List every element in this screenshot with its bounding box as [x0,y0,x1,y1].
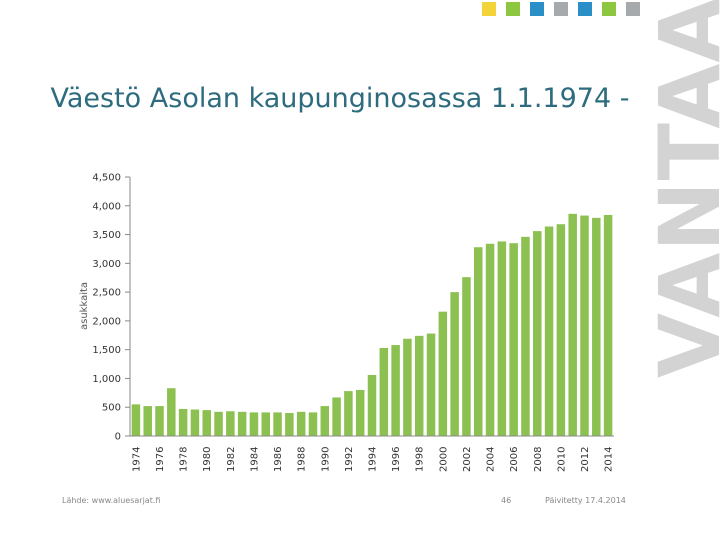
x-tick-label: 2004 [486,447,497,472]
bar [533,231,542,436]
page-number: 46 [501,496,512,505]
bar [131,404,141,436]
bar [379,347,389,436]
bar [296,411,306,436]
bar [603,214,613,436]
x-tick-label: 1980 [202,447,213,472]
y-tick-label: 2,500 [92,288,121,299]
page-title: Väestö Asolan kaupunginosassa 1.1.1974 - [50,83,630,114]
bar [308,412,318,436]
x-axis: 1974 1976 1978 1980 1982 1984 1986 1988 1990 1992… [130,435,615,472]
bar [332,397,341,436]
bar [273,412,282,436]
x-tick-label: 1996 [391,447,402,472]
bar [190,409,200,436]
y-tick-label: 0 [115,432,121,443]
bar [544,226,554,436]
y-tick-label: 4,000 [92,201,121,212]
vantaa-logo: VANTAA [641,0,720,378]
accent-square [506,2,520,16]
x-tick-label: 2002 [462,447,473,472]
y-axis: 0 500 1,000 1,500 2,000 2,500 3,000 3,500 4,000 4… [92,173,131,443]
bar [155,406,164,436]
source-text: Lähde: www.aluesarjat.fi [62,496,161,505]
bar [143,406,152,436]
x-tick-label: 2014 [604,447,615,472]
x-tick-label: 1984 [249,447,260,472]
bar [403,338,412,436]
x-tick-label: 1990 [320,447,331,472]
bar [226,411,235,436]
bar [580,215,589,436]
bar [485,243,495,436]
accent-squares [482,2,720,16]
bar [261,412,271,436]
accent-square [578,2,592,16]
y-tick-label: 1,500 [92,345,121,356]
x-tick-label: 1998 [415,447,426,472]
bar [367,374,377,436]
population-chart: 0 500 1,000 1,500 2,000 2,500 3,000 3,500 4,000 4… [79,173,615,473]
bar [556,224,566,436]
accent-square [602,2,616,16]
y-tick-label: 1,000 [92,374,121,385]
bar [438,311,448,436]
x-tick-label: 1994 [368,447,379,472]
bar [592,217,601,436]
y-tick-label: 2,000 [92,316,121,327]
accent-square [626,2,640,16]
x-tick-label: 1982 [226,447,237,472]
updated-date: Päivitetty 17.4.2014 [545,496,626,505]
x-tick-label: 2012 [580,447,591,472]
y-tick-label: 3,000 [92,259,121,270]
x-tick-label: 1978 [179,447,190,472]
vantaa-logo-text: VANTAA [641,0,720,378]
x-tick-label: 1974 [131,447,142,472]
x-tick-label: 2008 [533,447,544,472]
bar [462,277,471,436]
bar [344,391,353,436]
x-tick-label: 1986 [273,447,284,472]
x-tick-label: 1988 [297,447,308,472]
bar [521,236,530,436]
x-tick-label: 2006 [509,447,520,472]
accent-square [482,2,496,16]
bar [568,213,577,436]
y-tick-label: 500 [102,403,121,414]
x-tick-label: 1992 [344,447,355,472]
bar [202,410,211,436]
bar [509,243,518,436]
bar [320,406,330,436]
bar [167,388,176,436]
bar [414,335,424,436]
bar [450,292,459,436]
y-tick-label: 4,500 [92,173,121,184]
bar [391,345,400,436]
bar [473,247,483,436]
x-tick-label: 2010 [556,447,567,472]
accent-square [554,2,568,16]
x-tick-label: 2000 [438,447,449,472]
x-tick-label: 1976 [155,447,166,472]
bar [237,411,247,436]
y-axis-label: asukkaita [79,282,90,330]
bar [214,411,223,436]
accent-square [530,2,544,16]
bar [249,412,259,436]
bar [426,333,436,436]
y-tick-label: 3,500 [92,230,121,241]
bar [178,408,188,436]
bar [355,389,365,436]
bars [131,213,613,436]
bar [285,412,294,436]
bar [497,241,507,436]
